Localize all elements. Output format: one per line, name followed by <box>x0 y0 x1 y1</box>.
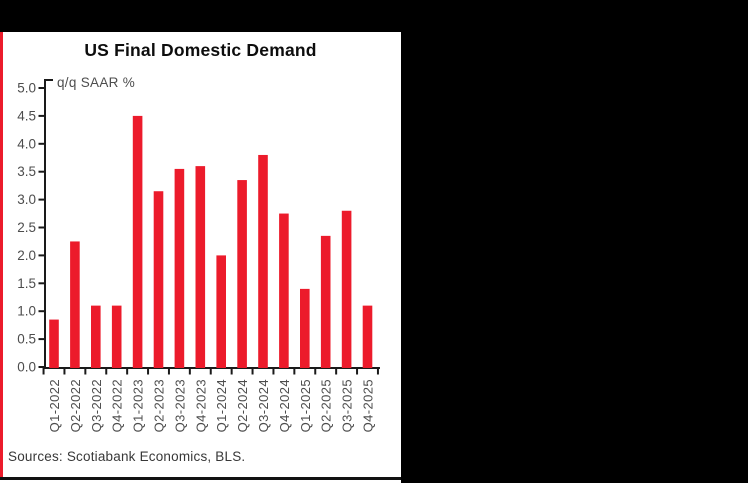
bar-chart: 0.0 0.5 1.0 1.5 2.0 2.5 3.0 3.5 4.0 4.5 5.0 Q1-2022… <box>17 79 380 432</box>
x-tick-label: Q2-2025 <box>319 379 334 432</box>
bar <box>341 210 352 368</box>
bar <box>237 180 247 368</box>
bar <box>70 241 80 368</box>
bar <box>195 166 206 368</box>
bar <box>132 115 143 369</box>
red-accent-border <box>0 32 3 479</box>
x-tick-label: Q4-2025 <box>361 379 376 432</box>
y-tick-label: 2.0 <box>17 248 36 263</box>
chart-card: US Final Domestic Demand q/q SAAR % 0.0 0… <box>0 32 401 483</box>
y-tick-label: 3.0 <box>17 192 36 207</box>
chart-title: US Final Domestic Demand <box>84 40 317 60</box>
right-black-background <box>401 32 748 483</box>
x-tick-label: Q3-2024 <box>256 379 271 432</box>
bar <box>279 213 289 368</box>
y-tick-label: 0.0 <box>17 360 36 375</box>
x-tick-label: Q3-2023 <box>172 379 187 432</box>
x-tick-label: Q2-2023 <box>152 379 167 432</box>
bottom-rule <box>0 477 401 480</box>
x-tick-label: Q3-2022 <box>89 379 104 432</box>
source-note: Sources: Scotiabank Economics, BLS. <box>8 449 246 464</box>
bar <box>320 235 331 368</box>
x-tick-label: Q4-2024 <box>277 379 292 432</box>
y-tick-label: 5.0 <box>17 81 36 96</box>
x-tick-label: Q4-2023 <box>193 379 208 432</box>
bar <box>174 168 185 368</box>
bar <box>153 191 164 368</box>
y-tick-label: 1.0 <box>17 304 36 319</box>
x-tick-label: Q4-2022 <box>110 379 125 432</box>
bar <box>111 305 122 368</box>
y-tick-label: 1.5 <box>17 276 36 291</box>
x-tick-label: Q2-2022 <box>68 379 83 432</box>
bar <box>49 319 59 368</box>
x-tick-label: Q3-2025 <box>340 379 355 432</box>
bar <box>300 288 310 368</box>
x-tick-label: Q1-2024 <box>214 379 229 432</box>
bar <box>216 255 226 368</box>
y-tick-label: 3.5 <box>17 164 36 179</box>
y-tick-label: 4.0 <box>17 136 36 151</box>
x-tick-label: Q1-2025 <box>298 379 313 432</box>
bar <box>258 154 268 368</box>
x-tick-label: Q1-2022 <box>47 379 62 432</box>
top-black-banner <box>0 0 748 32</box>
y-tick-label: 2.5 <box>17 220 36 235</box>
x-tick-label: Q2-2024 <box>235 379 250 432</box>
bar <box>362 305 373 368</box>
axis-unit-label: q/q SAAR % <box>57 75 136 90</box>
bar <box>91 305 101 368</box>
x-tick-label: Q1-2023 <box>131 379 146 432</box>
y-tick-label: 0.5 <box>17 332 36 347</box>
y-tick-label: 4.5 <box>17 108 36 123</box>
